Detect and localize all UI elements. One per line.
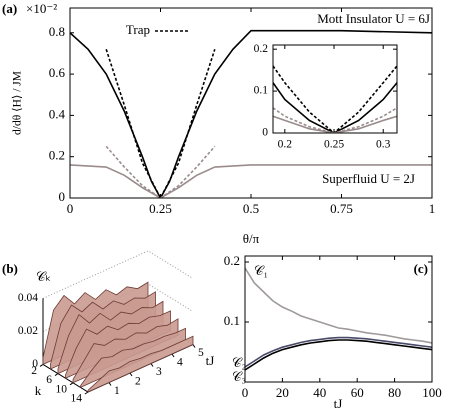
x-tick-label: 0.5 bbox=[243, 201, 259, 216]
plot-area bbox=[273, 65, 397, 133]
x-tick-label: 60 bbox=[351, 385, 364, 400]
t-tick bbox=[150, 363, 154, 367]
x-axis-label: θ/π bbox=[243, 231, 260, 246]
y-tick-label: 0.2 bbox=[254, 43, 269, 55]
series-line bbox=[273, 65, 397, 133]
x-tick-label: 0 bbox=[242, 385, 249, 400]
k-tick-label: 2 bbox=[31, 365, 37, 377]
multiplier: ×10⁻² bbox=[26, 1, 57, 16]
k-tick bbox=[54, 373, 59, 377]
series-line bbox=[105, 145, 216, 198]
series-label: Superfluid U = 2J bbox=[322, 171, 415, 186]
series-label: 𝒞₁ bbox=[254, 263, 268, 278]
t-axis-label: tJ bbox=[206, 353, 215, 368]
t-tick-label: 4 bbox=[177, 357, 183, 369]
x-tick-label: 40 bbox=[313, 385, 326, 400]
grid-line bbox=[42, 250, 194, 299]
k-tick bbox=[39, 363, 44, 367]
y-tick-label: 0.1 bbox=[254, 85, 269, 97]
y-axis-label: d/dθ ⟨H⟩ / JM bbox=[11, 71, 24, 135]
y-tick-label: 0.2 bbox=[49, 148, 65, 163]
t-tick-label: 5 bbox=[198, 347, 204, 359]
k-axis-label: k bbox=[35, 383, 42, 398]
plot-frame bbox=[272, 44, 398, 134]
z-axis-label: 𝒞ₖ bbox=[36, 269, 51, 284]
x-tick-label: 20 bbox=[276, 385, 289, 400]
t-tick bbox=[108, 382, 112, 386]
plot-area bbox=[70, 29, 432, 198]
y-tick-label: 0.6 bbox=[49, 65, 66, 80]
series-line bbox=[273, 82, 397, 133]
y-tick-label: 0.2 bbox=[224, 253, 240, 268]
plot-area bbox=[245, 267, 432, 371]
t-tick bbox=[171, 353, 175, 358]
y-tick-label: 0 bbox=[262, 127, 268, 139]
panel-label: (c) bbox=[414, 261, 428, 276]
k-tick-label: 6 bbox=[46, 374, 52, 386]
x-tick-label: 0.75 bbox=[330, 201, 353, 216]
x-axis-label: tJ bbox=[334, 396, 343, 411]
z-tick-label: 0.02 bbox=[18, 325, 38, 337]
k-tick bbox=[69, 382, 74, 386]
plot-frame bbox=[69, 7, 433, 199]
t-tick bbox=[129, 372, 133, 377]
x-tick-label: 0 bbox=[67, 201, 74, 216]
panel-label: (b) bbox=[2, 261, 18, 276]
x-tick-label: 80 bbox=[388, 385, 401, 400]
y-tick-label: 0.8 bbox=[49, 24, 65, 39]
series-line bbox=[245, 336, 432, 368]
z-tick-label: 0.04 bbox=[18, 292, 38, 304]
grid-line bbox=[42, 283, 194, 332]
surface-ridge bbox=[87, 335, 194, 393]
series-line bbox=[70, 164, 432, 198]
y-tick-label: 0.1 bbox=[224, 313, 240, 328]
legend-label: Trap bbox=[126, 22, 150, 37]
series-label: Mott Insulator U = 6J bbox=[317, 11, 430, 26]
x-tick-label: 0.25 bbox=[149, 201, 172, 216]
panel-label: (a) bbox=[2, 1, 17, 16]
k-tick bbox=[84, 391, 89, 395]
x-tick-label: 0.2 bbox=[278, 139, 293, 151]
z-tick-label: 0 bbox=[32, 358, 38, 370]
series-line bbox=[245, 339, 432, 371]
k-tick-label: 14 bbox=[71, 393, 83, 405]
t-tick bbox=[192, 344, 196, 348]
series-line bbox=[245, 267, 432, 344]
k-tick-label: 10 bbox=[56, 383, 68, 395]
t-tick-label: 2 bbox=[135, 376, 141, 388]
x-tick-label: 100 bbox=[422, 385, 442, 400]
y-tick-label: 0 bbox=[59, 189, 66, 204]
t-tick-label: 1 bbox=[114, 385, 120, 397]
t-tick-label: 3 bbox=[156, 366, 162, 378]
x-tick-label: 1 bbox=[429, 201, 436, 216]
x-tick-label: 0.25 bbox=[324, 139, 344, 151]
plot-frame bbox=[244, 255, 433, 383]
y-tick-label: 0.4 bbox=[49, 106, 66, 121]
series-label: 𝒞₂ bbox=[232, 355, 246, 370]
series-label: 𝒞₃ bbox=[232, 369, 246, 384]
series-line bbox=[273, 115, 397, 133]
x-tick-label: 0.3 bbox=[376, 139, 391, 151]
